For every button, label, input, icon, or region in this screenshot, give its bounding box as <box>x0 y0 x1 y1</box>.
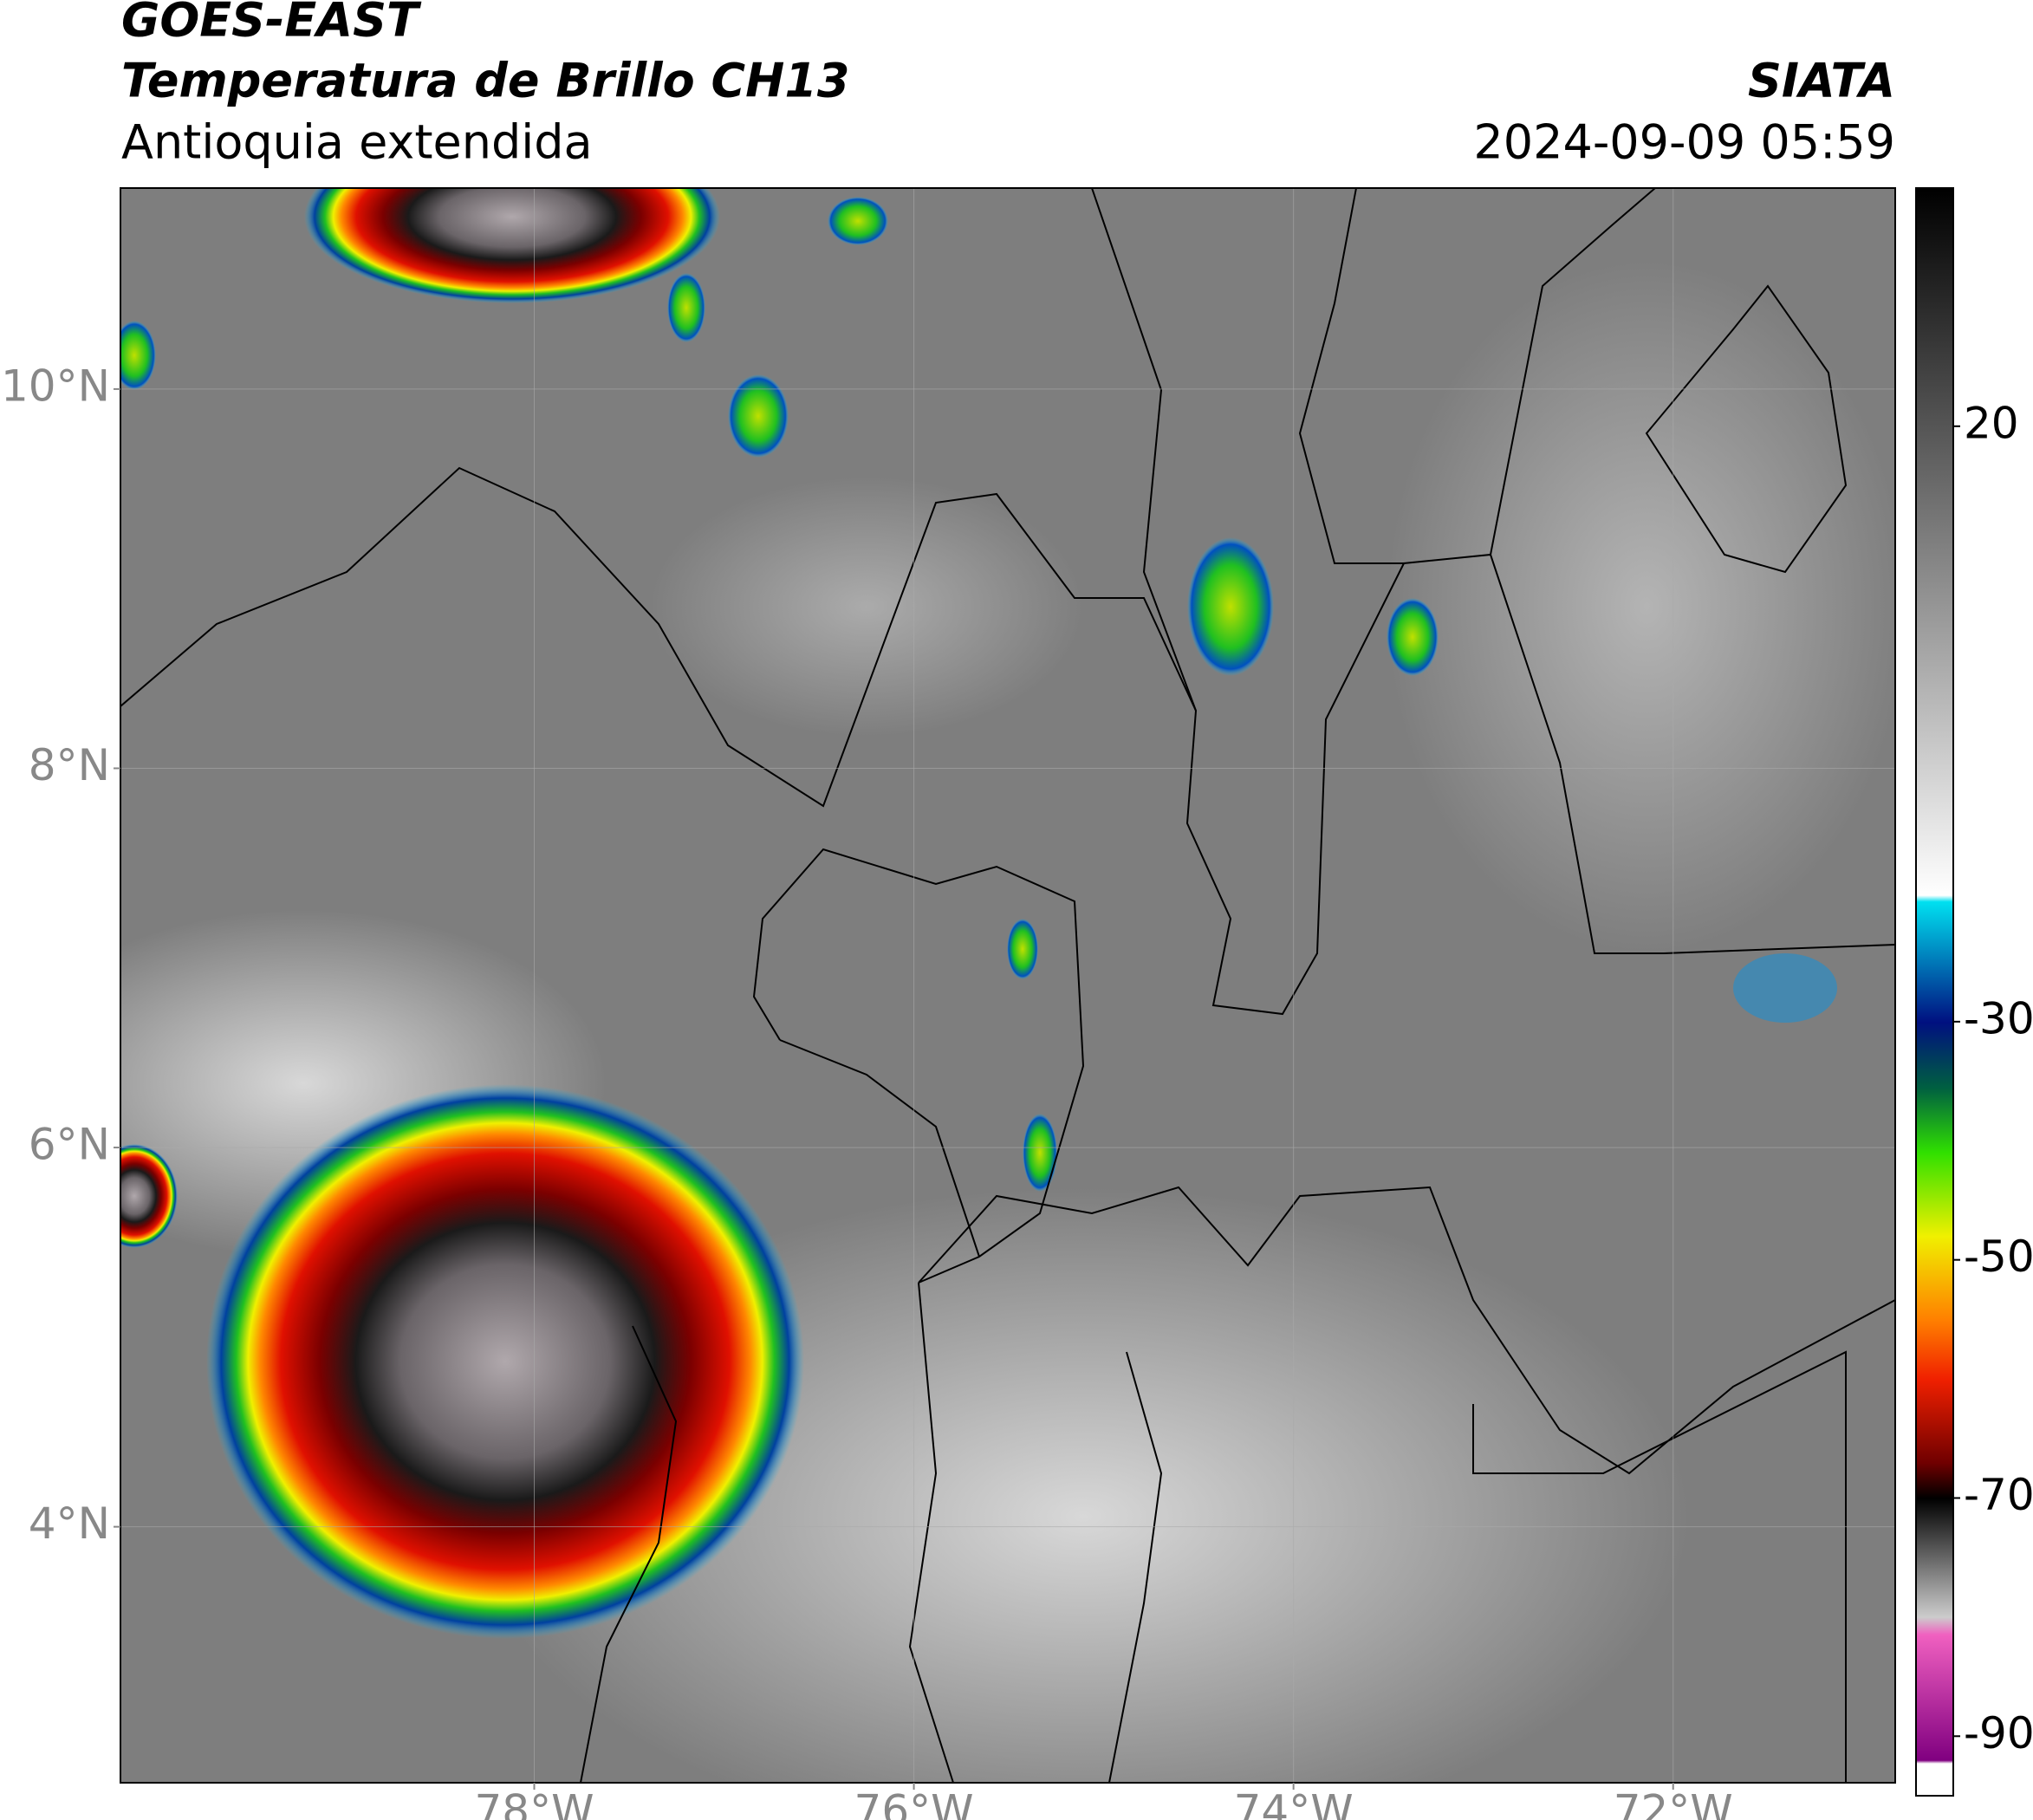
y-tick-label: 8°N <box>29 740 110 790</box>
y-tick-label: 4°N <box>29 1498 110 1549</box>
y-tick-label: 10°N <box>1 361 110 411</box>
colorbar-tick-label: -90 <box>1964 1708 2033 1758</box>
colorbar-tick-label: -70 <box>1964 1470 2033 1520</box>
colorbar-tick-label: -50 <box>1964 1232 2033 1282</box>
storm <box>120 1144 178 1248</box>
x-tick-label: 76°W <box>854 1786 974 1820</box>
datetime: 2024-09-09 05:59 <box>1473 115 1895 170</box>
y-tick-label: 6°N <box>29 1120 110 1170</box>
colorbar-tick-label: 20 <box>1964 398 2019 448</box>
convective-cell <box>120 321 156 390</box>
source: SIATA <box>1748 54 1895 108</box>
convective-cell <box>728 374 789 458</box>
convective-cell <box>828 197 888 245</box>
convective-cell <box>1007 919 1038 979</box>
x-tick-label: 72°W <box>1614 1786 1733 1820</box>
borders <box>120 188 1895 1783</box>
convective-cell <box>1733 953 1837 1023</box>
storm <box>304 188 720 303</box>
x-tick-label: 74°W <box>1234 1786 1354 1820</box>
convective-cell <box>1387 598 1439 676</box>
x-tick-label: 78°W <box>474 1786 594 1820</box>
colorbar-tick-label: -30 <box>1964 993 2033 1043</box>
title: GOES-EAST <box>121 0 422 48</box>
map-frame <box>120 187 1896 1784</box>
storm <box>206 1084 804 1639</box>
map <box>120 188 1895 1783</box>
region: Antioquia extendida <box>121 115 593 170</box>
convective-cell <box>667 273 705 342</box>
cloud <box>650 477 1083 737</box>
convective-cell <box>1187 537 1274 676</box>
colorbar <box>1915 187 1954 1797</box>
subtitle: Temperatura de Brillo CH13 <box>121 54 850 108</box>
convective-cell <box>1023 1114 1057 1192</box>
cloud <box>1387 260 1895 953</box>
